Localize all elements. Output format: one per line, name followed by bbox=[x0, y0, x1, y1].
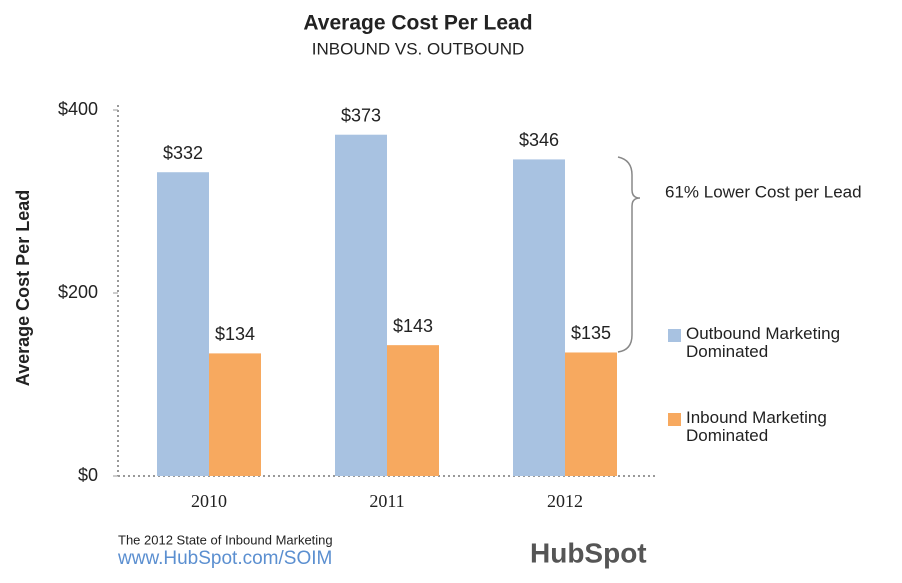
chart-title: Average Cost Per Lead bbox=[303, 12, 532, 35]
annotation: 61% Lower Cost per Lead bbox=[665, 182, 862, 201]
bar bbox=[387, 345, 439, 476]
legend-label: Inbound Marketing Dominated bbox=[686, 408, 827, 445]
value-label: $373 bbox=[341, 105, 381, 125]
chart-subtitle: INBOUND VS. OUTBOUND bbox=[312, 39, 525, 58]
value-label: $143 bbox=[393, 316, 433, 336]
bar bbox=[209, 353, 261, 476]
legend-swatch bbox=[668, 329, 681, 342]
bar bbox=[513, 159, 565, 476]
value-label: $134 bbox=[215, 324, 255, 344]
x-tick-label: 2011 bbox=[369, 491, 404, 511]
bar bbox=[565, 352, 617, 476]
legend-label: Outbound Marketing Dominated bbox=[686, 324, 841, 361]
source-url: www.HubSpot.com/SOIM bbox=[117, 548, 332, 569]
source: The 2012 State of Inbound Marketing bbox=[118, 532, 333, 547]
value-label: $135 bbox=[571, 323, 611, 343]
y-tick-label: $0 bbox=[78, 465, 98, 485]
bar bbox=[335, 134, 387, 476]
value-label: $332 bbox=[163, 143, 203, 163]
x-tick-label: 2010 bbox=[191, 491, 227, 511]
x-tick-label: 2012 bbox=[547, 491, 583, 511]
brand-logo: HubSpot bbox=[530, 537, 647, 568]
brace bbox=[617, 156, 641, 353]
y-tick-label: $200 bbox=[58, 282, 98, 302]
bar bbox=[157, 172, 209, 476]
y-tick-label: $400 bbox=[58, 99, 98, 119]
value-label: $346 bbox=[519, 130, 559, 150]
y-axis-label: Average Cost Per Lead bbox=[13, 190, 33, 386]
legend-swatch bbox=[668, 413, 681, 426]
